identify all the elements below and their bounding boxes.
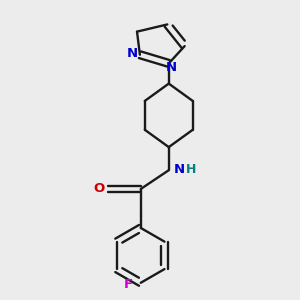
Text: N: N: [174, 163, 185, 176]
Text: N: N: [126, 47, 137, 60]
Text: O: O: [93, 182, 104, 195]
Text: F: F: [124, 278, 133, 291]
Text: N: N: [166, 61, 177, 74]
Text: H: H: [186, 163, 196, 176]
